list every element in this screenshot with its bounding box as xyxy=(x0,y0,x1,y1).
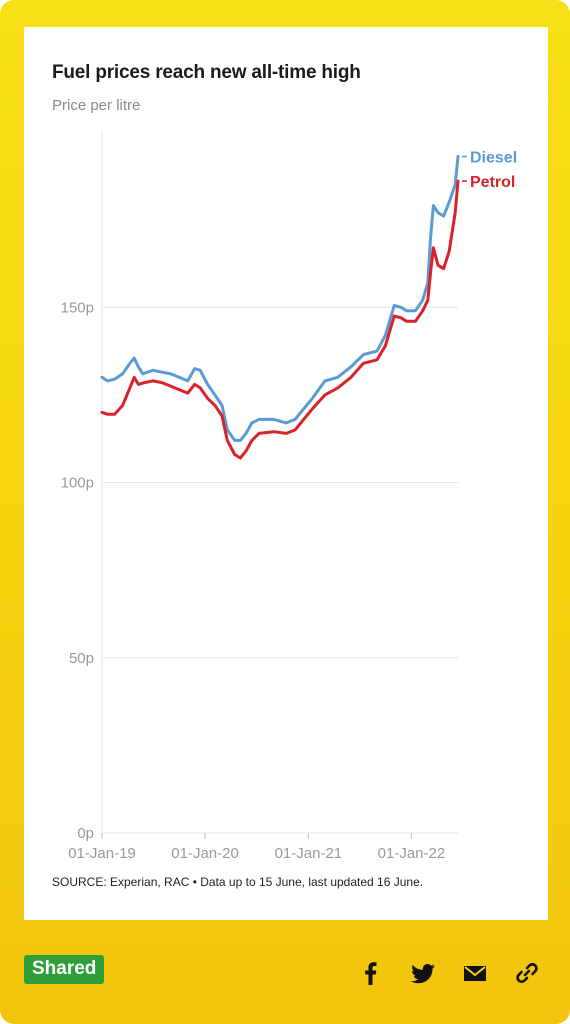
series-line-petrol xyxy=(100,179,460,460)
email-icon[interactable] xyxy=(460,958,490,988)
y-tick-label: 100p xyxy=(61,475,94,492)
series-label-petrol: Petrol xyxy=(470,174,515,191)
chart-title: Fuel prices reach new all-time high xyxy=(52,62,361,83)
x-tick-label: 01-Jan-21 xyxy=(275,845,343,862)
source-note: SOURCE: Experian, RAC • Data up to 15 Ju… xyxy=(52,875,424,889)
chart-card: Fuel prices reach new all-time high Pric… xyxy=(24,27,548,920)
chart-subtitle: Price per litre xyxy=(52,97,141,114)
share-toolbar xyxy=(356,958,542,988)
line-chart: 0p 50p 100p 150p 01-Jan-19 01-Jan-20 01-Jan-21… xyxy=(61,132,517,862)
y-tick-label: 150p xyxy=(61,299,94,316)
twitter-icon[interactable] xyxy=(408,958,438,988)
y-tick-label: 0p xyxy=(77,825,94,842)
series-line-diesel xyxy=(100,155,460,442)
x-tick-label: 01-Jan-22 xyxy=(378,845,446,862)
shared-badge: Shared xyxy=(24,955,105,984)
series-label-diesel: Diesel xyxy=(470,150,517,167)
y-tick-label: 50p xyxy=(69,650,94,667)
facebook-icon[interactable] xyxy=(356,958,386,988)
x-tick-label: 01-Jan-20 xyxy=(171,845,239,862)
x-tick-label: 01-Jan-19 xyxy=(68,845,136,862)
link-icon[interactable] xyxy=(512,958,542,988)
